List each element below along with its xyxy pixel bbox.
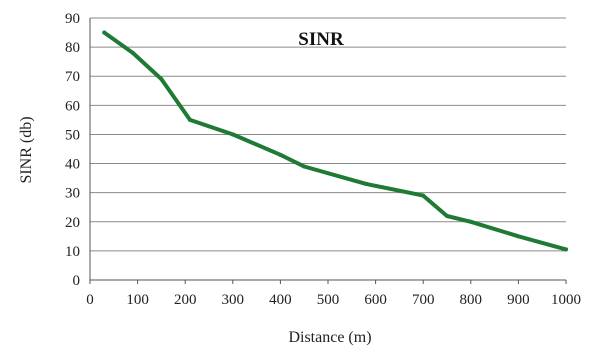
x-tick-label: 1000 [551, 292, 581, 308]
data-point [302, 164, 307, 169]
grid-lines [90, 17, 566, 281]
y-tick-label: 80 [65, 40, 80, 56]
x-tick-label: 100 [126, 292, 149, 308]
data-point [230, 132, 235, 137]
x-tick-label: 200 [174, 292, 197, 308]
data-point [364, 181, 369, 186]
x-tick-label: 500 [317, 292, 340, 308]
data-point [421, 193, 426, 198]
x-tick-label: 0 [86, 292, 94, 308]
x-tick-label: 800 [460, 292, 483, 308]
y-tick-label: 0 [73, 273, 81, 289]
data-point [564, 247, 568, 252]
y-tick-label: 70 [65, 69, 80, 85]
y-tick-label: 30 [65, 186, 80, 202]
x-tick-label: 600 [364, 292, 387, 308]
y-axis-title: SINR (db) [18, 116, 35, 183]
y-tick-label: 10 [65, 244, 80, 260]
x-tick-labels: 0 100 200 300 400 500 600 700 800 900 1000 [86, 292, 581, 308]
axes [89, 18, 567, 284]
data-point [445, 213, 449, 218]
y-tick-label: 40 [65, 157, 80, 173]
data-point [468, 219, 473, 224]
y-tick-label: 90 [65, 11, 80, 27]
data-point [278, 152, 283, 157]
y-tick-label: 50 [65, 127, 80, 143]
x-axis-title: Distance (m) [288, 329, 371, 346]
chart-title: SINR [298, 29, 344, 50]
data-point [159, 77, 164, 82]
data-point [102, 30, 107, 35]
x-tick-label: 900 [507, 292, 530, 308]
data-point [130, 50, 135, 55]
data-point [187, 117, 192, 122]
y-tick-label: 60 [65, 98, 80, 114]
sinr-line [102, 30, 568, 252]
y-tick-label: 20 [65, 215, 80, 231]
x-tick-label: 700 [412, 292, 435, 308]
data-point [516, 234, 521, 239]
series-group [102, 30, 568, 252]
y-tick-labels: 0 10 20 30 40 50 60 70 80 90 [65, 11, 80, 289]
x-tick-label: 400 [269, 292, 292, 308]
x-tick-label: 300 [222, 292, 245, 308]
